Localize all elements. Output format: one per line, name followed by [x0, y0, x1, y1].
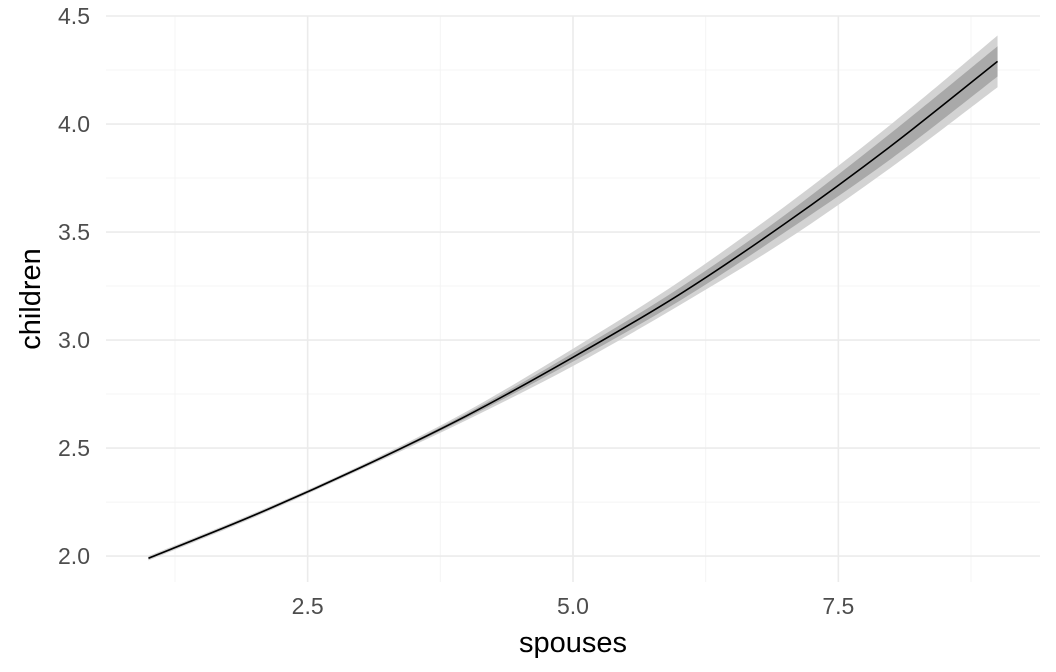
x-tick-label-0: 2.5 [292, 593, 324, 619]
x-tick-labels: 2.5 5.0 7.5 [292, 593, 855, 619]
y-tick-label-1: 2.5 [58, 435, 90, 461]
y-tick-label-2: 3.0 [58, 327, 90, 353]
y-axis-title: children [15, 248, 47, 350]
y-tick-label-4: 4.0 [58, 111, 90, 137]
y-tick-labels: 2.0 2.5 3.0 3.5 4.0 4.5 [58, 3, 90, 569]
x-tick-label-2: 7.5 [822, 593, 854, 619]
y-tick-label-3: 3.5 [58, 219, 90, 245]
y-tick-label-5: 4.5 [58, 3, 90, 29]
y-tick-label-0: 2.0 [58, 543, 90, 569]
series-line [148, 60, 999, 559]
major-gridlines [106, 15, 1040, 582]
x-tick-label-1: 5.0 [557, 593, 589, 619]
x-axis-title: spouses [519, 627, 627, 659]
